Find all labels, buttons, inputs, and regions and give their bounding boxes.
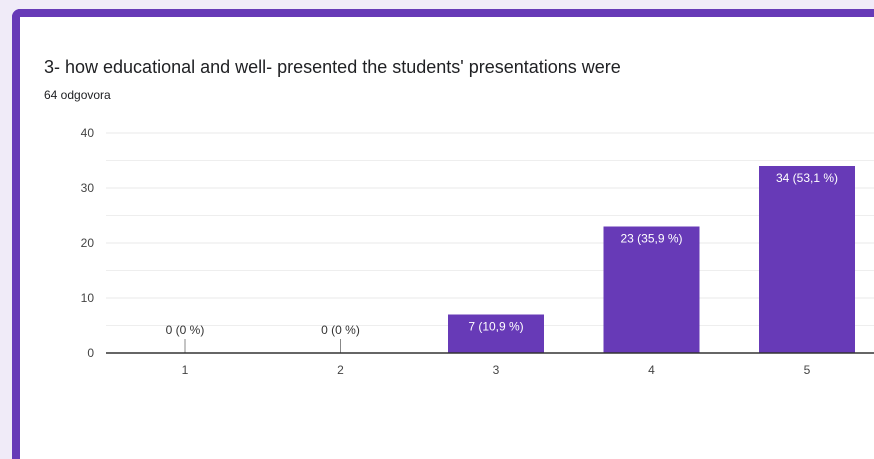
bar: [448, 314, 544, 353]
response-count: 64 odgovora: [44, 88, 111, 102]
data-label: 0 (0 %): [166, 323, 205, 337]
bar-chart: 0 10 20 30 40 0 (0 %) 1 0 (0 %) 2 7 (10,9 %) 3 23 (…: [81, 126, 874, 377]
data-label: 0 (0 %): [321, 323, 360, 337]
y-tick-label: 30: [81, 181, 95, 195]
y-tick-label: 40: [81, 126, 95, 140]
data-label: 23 (35,9 %): [620, 232, 682, 246]
x-tick-label: 4: [648, 363, 655, 377]
y-tick-label: 20: [81, 236, 95, 250]
y-tick-label: 10: [81, 291, 95, 305]
x-tick-label: 5: [804, 363, 811, 377]
question-card: 3- how educational and well- presented t…: [12, 9, 874, 459]
x-tick-label: 1: [182, 363, 189, 377]
data-label: 34 (53,1 %): [776, 171, 838, 185]
bar: [759, 166, 855, 353]
x-tick-label: 2: [337, 363, 344, 377]
y-tick-label: 0: [87, 346, 94, 360]
x-tick-label: 3: [493, 363, 500, 377]
bar: [603, 226, 700, 353]
question-title: 3- how educational and well- presented t…: [44, 57, 621, 77]
data-label: 7 (10,9 %): [468, 320, 523, 334]
